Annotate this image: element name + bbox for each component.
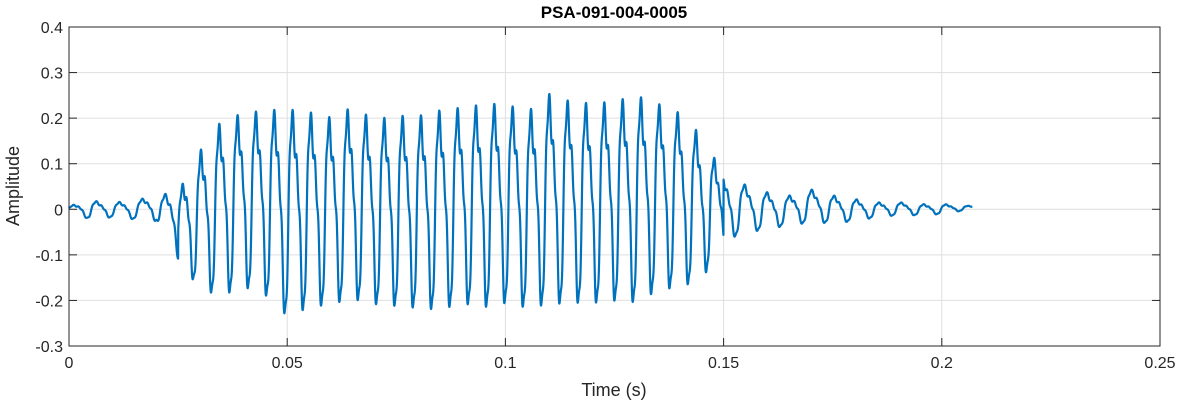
y-tick-label: 0.1 bbox=[41, 157, 63, 174]
x-tick-label: 0.05 bbox=[272, 355, 303, 372]
signal-layer bbox=[68, 92, 974, 315]
plot-frame bbox=[68, 26, 1161, 347]
y-tick-label: -0.3 bbox=[35, 339, 63, 356]
x-tick-label: 0.15 bbox=[708, 355, 739, 372]
x-tick-label: 0.1 bbox=[494, 355, 516, 372]
y-tick-label: -0.2 bbox=[35, 293, 63, 310]
x-axis-label: Time (s) bbox=[581, 380, 646, 400]
y-tick-label: 0.2 bbox=[41, 111, 63, 128]
y-axis-label: Amplitude bbox=[3, 146, 23, 226]
axis-ticks: 0 0.05 0.1 0.15 0.2 0.25 -0.3 -0.2 -0.1 0 0.1 0.2 0.… bbox=[35, 20, 1175, 372]
x-tick-label: 0 bbox=[65, 355, 74, 372]
y-tick-label: 0 bbox=[54, 202, 63, 219]
chart-title: PSA-091-004-0005 bbox=[541, 3, 687, 22]
signal-line bbox=[68, 92, 974, 315]
x-tick-label: 0.2 bbox=[931, 355, 953, 372]
y-tick-label: 0.4 bbox=[41, 20, 63, 37]
y-tick-label: 0.3 bbox=[41, 66, 63, 83]
y-tick-label: -0.1 bbox=[35, 248, 63, 265]
x-tick-label: 0.25 bbox=[1144, 355, 1175, 372]
